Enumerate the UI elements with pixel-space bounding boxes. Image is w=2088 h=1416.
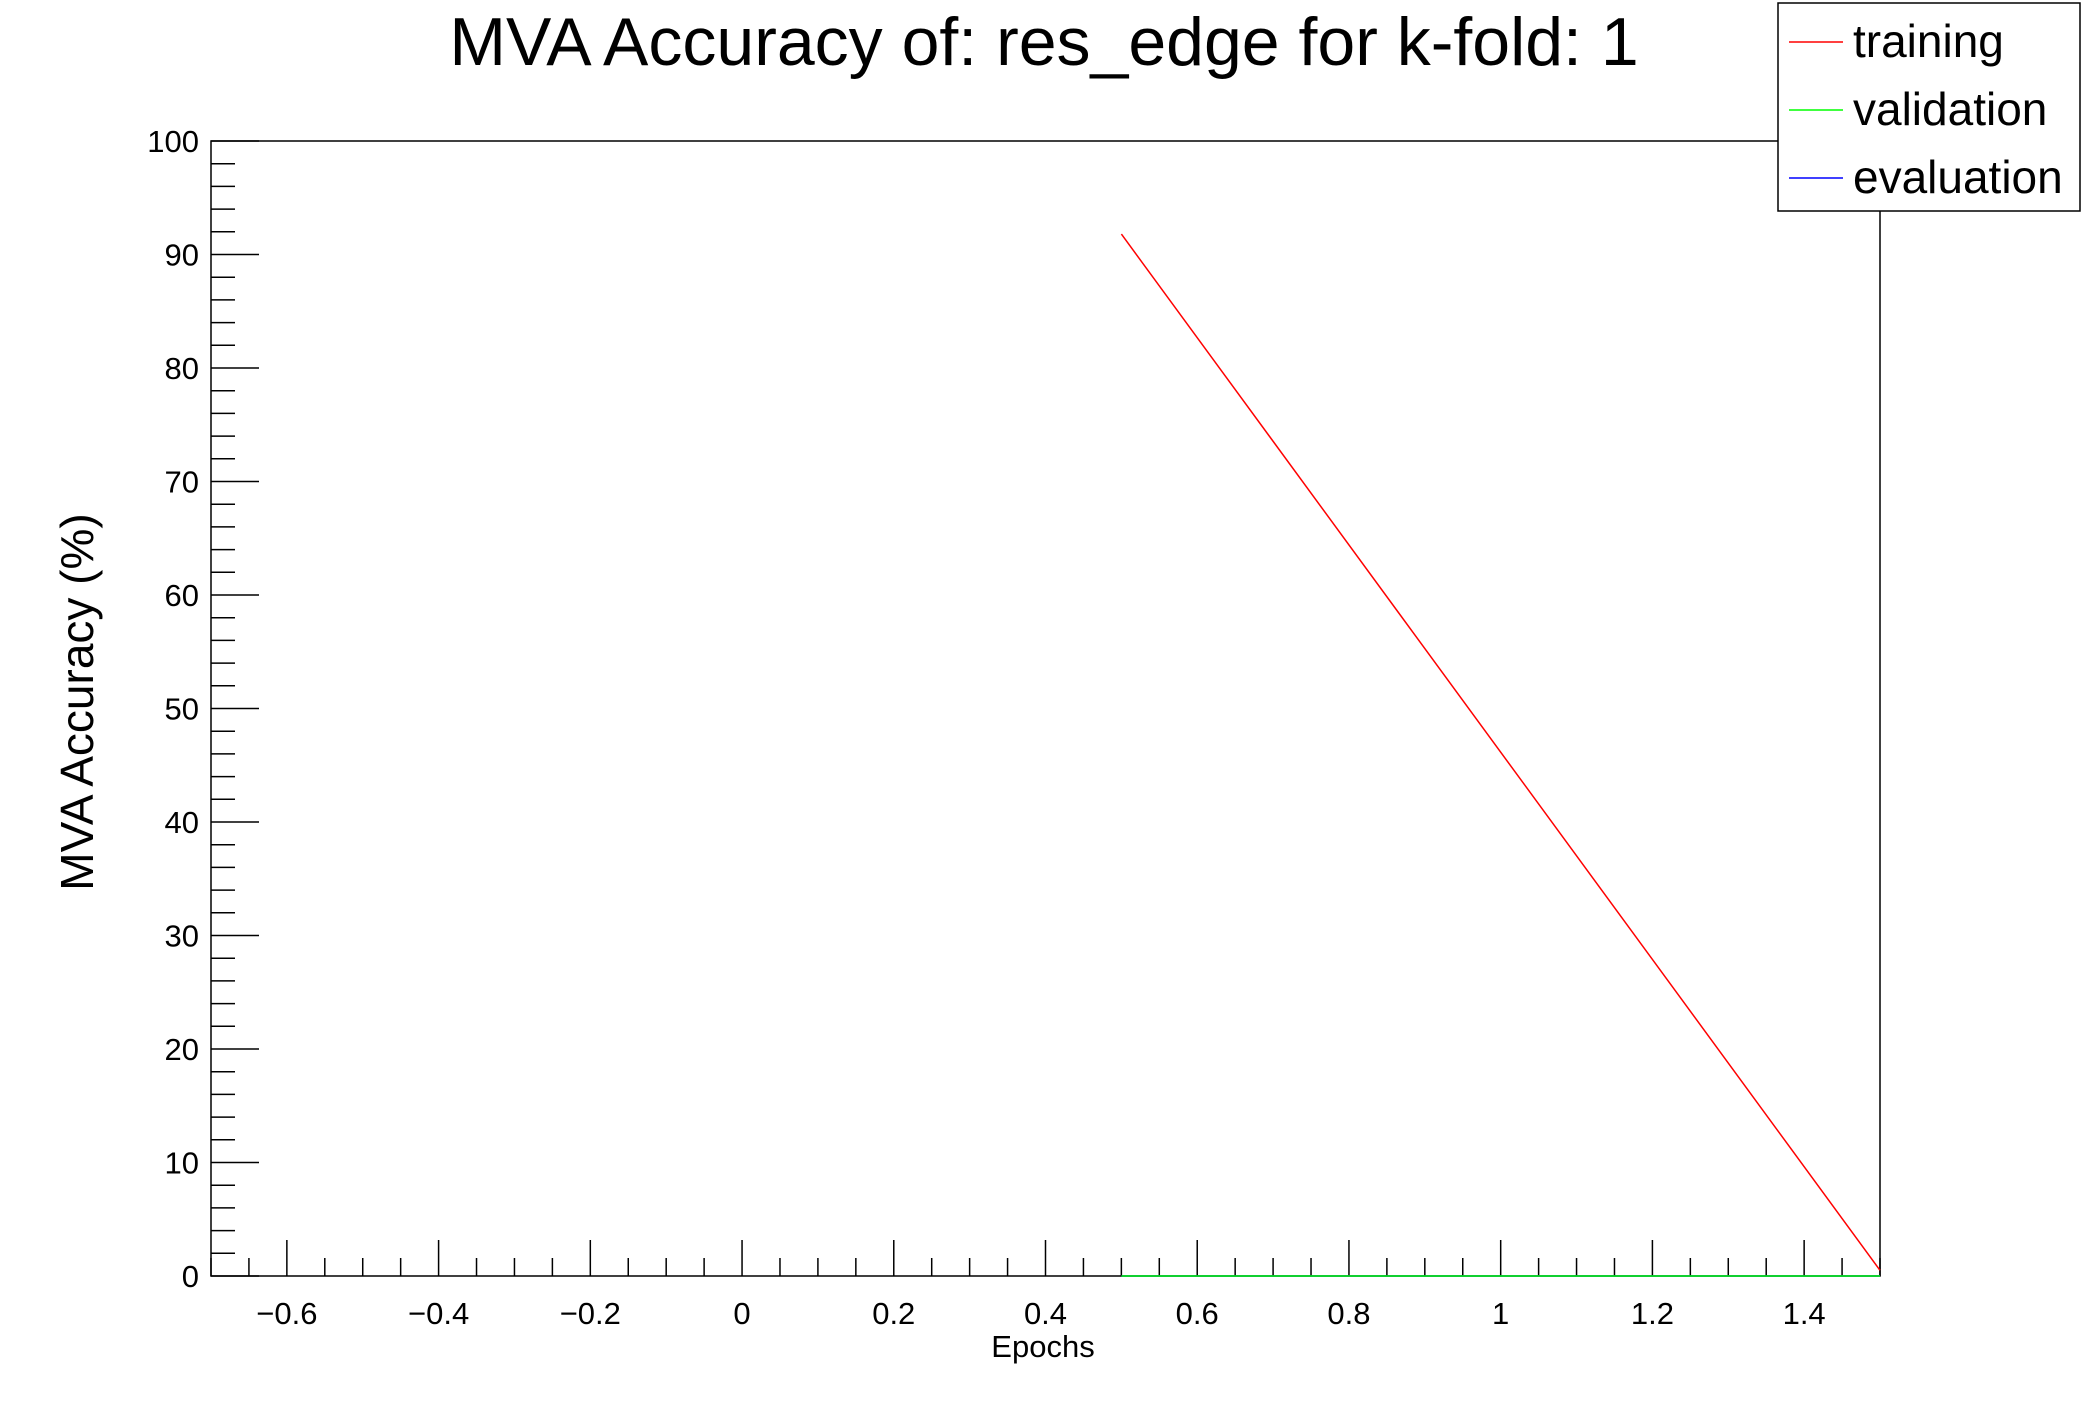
legend-label-evaluation: evaluation xyxy=(1853,151,2063,203)
y-tick-label: 100 xyxy=(147,124,199,159)
legend-label-training: training xyxy=(1853,15,2004,67)
x-tick-label: −0.4 xyxy=(408,1296,469,1331)
y-tick-label: 80 xyxy=(165,351,199,386)
y-tick-label: 0 xyxy=(182,1259,199,1294)
chart-title: MVA Accuracy of: res_edge for k-fold: 1 xyxy=(449,4,1638,80)
y-tick-label: 20 xyxy=(165,1032,199,1067)
y-tick-label: 30 xyxy=(165,919,199,954)
legend-label-validation: validation xyxy=(1853,83,2047,135)
x-tick-label: 0 xyxy=(733,1296,750,1331)
x-tick-label: −0.6 xyxy=(256,1296,317,1331)
x-tick-label: 0.8 xyxy=(1327,1296,1370,1331)
legend-box xyxy=(1777,2,2081,212)
legend: training validation evaluation xyxy=(1777,2,2081,212)
x-tick-label: 1.2 xyxy=(1631,1296,1674,1331)
y-tick-label: 70 xyxy=(165,465,199,500)
y-tick-label: 90 xyxy=(165,238,199,273)
x-tick-label: 1.4 xyxy=(1783,1296,1826,1331)
x-tick-label: 0.6 xyxy=(1176,1296,1219,1331)
x-axis-label: Epochs xyxy=(991,1329,1094,1364)
x-tick-label: 0.2 xyxy=(872,1296,915,1331)
y-axis-label: MVA Accuracy (%) xyxy=(51,513,103,890)
series-layer xyxy=(1120,233,1881,1277)
y-tick-label: 10 xyxy=(165,1146,199,1181)
series-line-training xyxy=(1120,233,1881,1271)
plot-area: 0 10 20 30 40 50 60 70 80 90 100 −0.6 −0.4 −0.2 0 0.2 0… xyxy=(147,124,1881,1331)
y-tick-label: 60 xyxy=(165,578,199,613)
y-axis: 0 10 20 30 40 50 60 70 80 90 100 xyxy=(147,124,259,1294)
x-tick-label: 1 xyxy=(1492,1296,1509,1331)
x-tick-label: 0.4 xyxy=(1024,1296,1067,1331)
x-axis: −0.6 −0.4 −0.2 0 0.2 0.4 0.6 0.8 1 1.2 1.4 xyxy=(210,1240,1881,1331)
y-tick-label: 40 xyxy=(165,805,199,840)
x-tick-label: −0.2 xyxy=(560,1296,621,1331)
y-tick-label: 50 xyxy=(165,692,199,727)
